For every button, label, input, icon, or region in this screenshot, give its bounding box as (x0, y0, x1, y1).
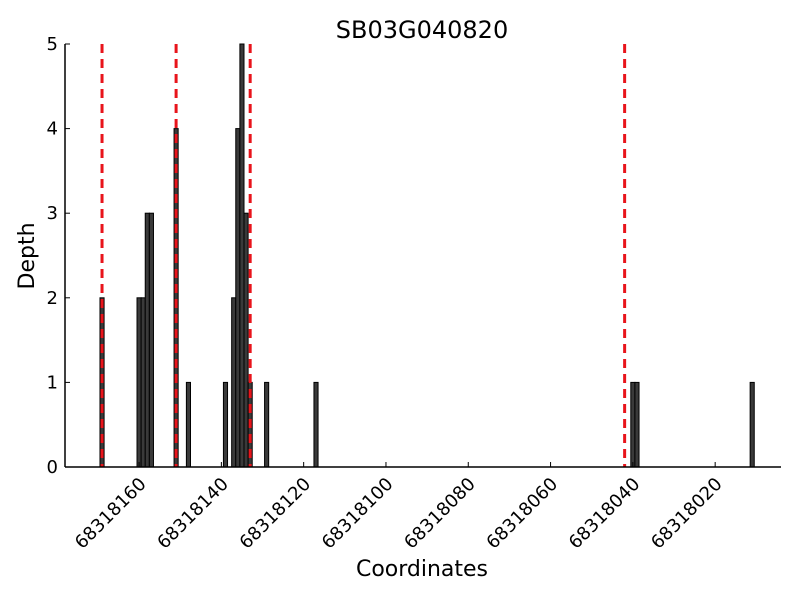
y-tick-label-3: 3 (47, 203, 58, 224)
bar-0-8 (231, 297, 237, 468)
bar-0-15 (630, 381, 636, 468)
bar-0-14 (313, 381, 319, 468)
bars-group (99, 43, 755, 468)
y-tick-label-1: 1 (47, 372, 58, 393)
x-tick-label-1: 68318140 (153, 474, 233, 554)
markers-group (100, 44, 627, 467)
x-ticks-group: 68318160 68318140 68318120 68318100 68318080… (71, 462, 727, 553)
y-axis-label: Depth (15, 222, 40, 289)
bar-0-13 (264, 381, 270, 468)
bar-0-2 (140, 297, 146, 468)
bar-0-6 (185, 381, 191, 468)
x-tick-label-2: 68318120 (236, 474, 316, 554)
x-tick-label-0: 68318160 (71, 474, 151, 554)
x-tick-label-4: 68318080 (400, 474, 480, 554)
bar-0-16 (634, 381, 640, 468)
x-tick-label-5: 68318060 (482, 474, 562, 554)
axes-group (64, 44, 781, 468)
x-tick-label-7: 68318020 (647, 474, 727, 554)
y-tick-label-5: 5 (47, 34, 58, 55)
bar-0-17 (749, 381, 755, 468)
x-axis-label: Coordinates (356, 557, 488, 582)
bar-0-1 (136, 297, 142, 468)
y-tick-label-0: 0 (47, 457, 58, 478)
bar-0-3 (144, 212, 150, 468)
x-tick-label-6: 68318040 (565, 474, 645, 554)
bar-0-11 (243, 212, 249, 468)
bar-0-10 (239, 43, 245, 468)
bar-0-9 (235, 128, 241, 468)
y-ticks-group: 0 1 2 3 4 5 (47, 34, 70, 478)
x-tick-label-3: 68318100 (318, 474, 398, 554)
bar-0-7 (222, 381, 229, 468)
y-tick-label-2: 2 (47, 288, 58, 309)
chart-title: SB03G040820 (336, 16, 508, 44)
y-tick-label-4: 4 (47, 119, 58, 140)
bar-0-4 (148, 212, 154, 468)
